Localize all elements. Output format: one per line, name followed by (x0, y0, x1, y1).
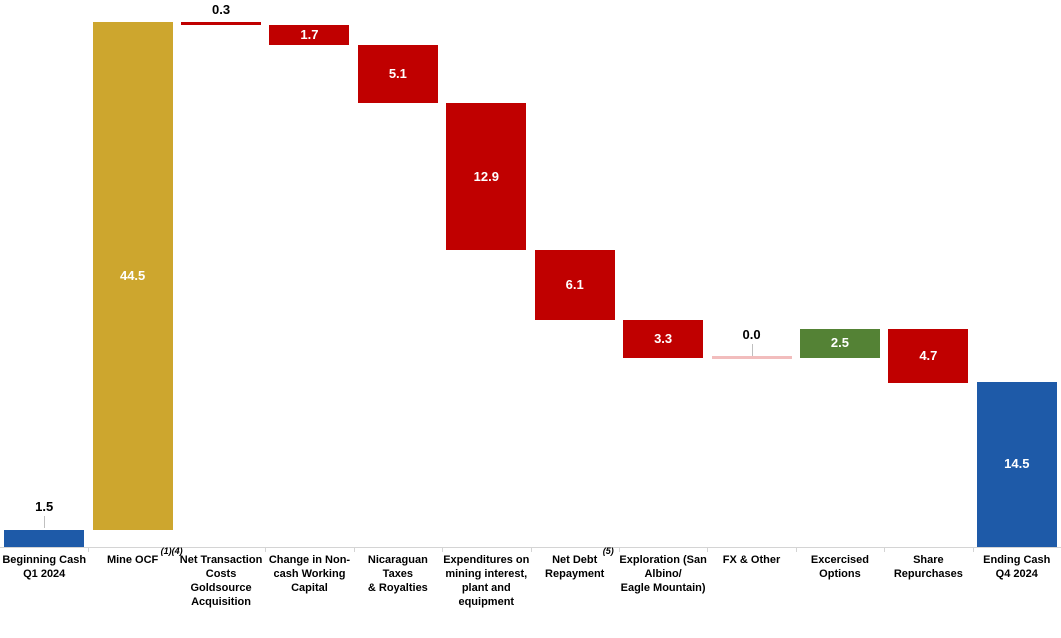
x-axis-label-2: Net Transaction Costs Goldsource Acquisi… (177, 553, 265, 609)
waterfall-bar-6 (534, 250, 615, 320)
x-axis-label-1: Mine OCF (1)(4) (88, 546, 183, 567)
x-axis-label-5: Expenditures on mining interest, plant a… (442, 553, 530, 609)
value-label-9: 2.5 (830, 335, 849, 351)
leader-line-0 (44, 515, 46, 528)
x-axis-label-11: Ending Cash Q4 2024 (973, 553, 1061, 581)
x-axis-tick-8 (707, 547, 709, 552)
x-axis-tick-3 (265, 547, 267, 552)
waterfall-bar-9 (799, 329, 880, 358)
x-axis-label-text: FX & Other (722, 554, 781, 566)
x-axis-tick-1 (88, 547, 90, 552)
x-axis-label-text: Exploration (San Albino/ Eagle Mountain) (619, 554, 707, 594)
footnote-superscript: (1)(4) (160, 546, 183, 556)
x-axis-label-text: Expenditures on mining interest, plant a… (443, 554, 530, 608)
x-axis-tick-4 (353, 547, 355, 552)
waterfall-bar-0 (4, 529, 85, 547)
x-axis-tick-9 (795, 547, 797, 552)
x-axis-tick-11 (972, 547, 974, 552)
x-axis-label-10: Share Repurchases (884, 553, 972, 581)
waterfall-bar-2 (181, 22, 262, 26)
waterfall-bar-1 (92, 22, 173, 530)
x-axis-label-8: FX & Other (707, 553, 795, 567)
value-label-8: 0.0 (742, 326, 761, 342)
value-label-4: 5.1 (388, 65, 407, 81)
value-label-10: 4.7 (919, 347, 938, 363)
x-axis-label-text: Beginning Cash Q1 2024 (2, 554, 87, 580)
x-axis-tick-5 (442, 547, 444, 552)
waterfall-bar-11 (976, 381, 1057, 547)
x-axis-label-7: Exploration (San Albino/ Eagle Mountain) (619, 553, 707, 595)
value-label-0: 1.5 (35, 498, 54, 514)
x-axis-label-text: Mine OCF (106, 554, 159, 566)
waterfall-bar-3 (269, 25, 350, 45)
value-label-1: 44.5 (119, 267, 146, 283)
x-axis-label-text: Excercised Options (810, 554, 869, 580)
waterfall-bar-8 (711, 356, 792, 360)
waterfall-bar-10 (888, 329, 969, 383)
x-axis-label-text: Change in Non- cash Working Capital (268, 554, 351, 594)
x-axis-label-text: Ending Cash Q4 2024 (983, 554, 1051, 580)
waterfall-bar-5 (446, 103, 527, 251)
x-axis-label-3: Change in Non- cash Working Capital (265, 553, 353, 595)
x-axis-label-0: Beginning Cash Q1 2024 (0, 553, 88, 581)
value-label-6: 6.1 (565, 277, 584, 293)
x-axis-label-text: Net Transaction Costs Goldsource Acquisi… (179, 554, 263, 608)
leader-line-8 (751, 343, 753, 356)
waterfall-bar-4 (357, 44, 438, 104)
x-axis-tick-7 (618, 547, 620, 552)
x-axis-tick-2 (176, 547, 178, 552)
value-label-3: 1.7 (300, 27, 319, 43)
x-axis-label-text: Share Repurchases (893, 554, 963, 580)
value-label-5: 12.9 (473, 168, 499, 184)
x-axis-tick-10 (884, 547, 886, 552)
value-label-11: 14.5 (1004, 456, 1030, 472)
waterfall-bar-7 (623, 319, 704, 358)
x-axis-label-9: Excercised Options (796, 553, 884, 581)
x-axis-label-text: Net Debt Repayment (545, 554, 605, 580)
x-axis-label-6: Net Debt Repayment (5) (531, 546, 619, 581)
x-axis-label-4: Nicaraguan Taxes & Royalties (354, 553, 442, 595)
x-axis-label-text: Nicaraguan Taxes & Royalties (367, 554, 428, 594)
value-label-2: 0.3 (211, 2, 231, 17)
x-axis-tick-6 (530, 547, 532, 552)
value-label-7: 3.3 (654, 330, 673, 346)
footnote-superscript: (5) (602, 546, 614, 556)
